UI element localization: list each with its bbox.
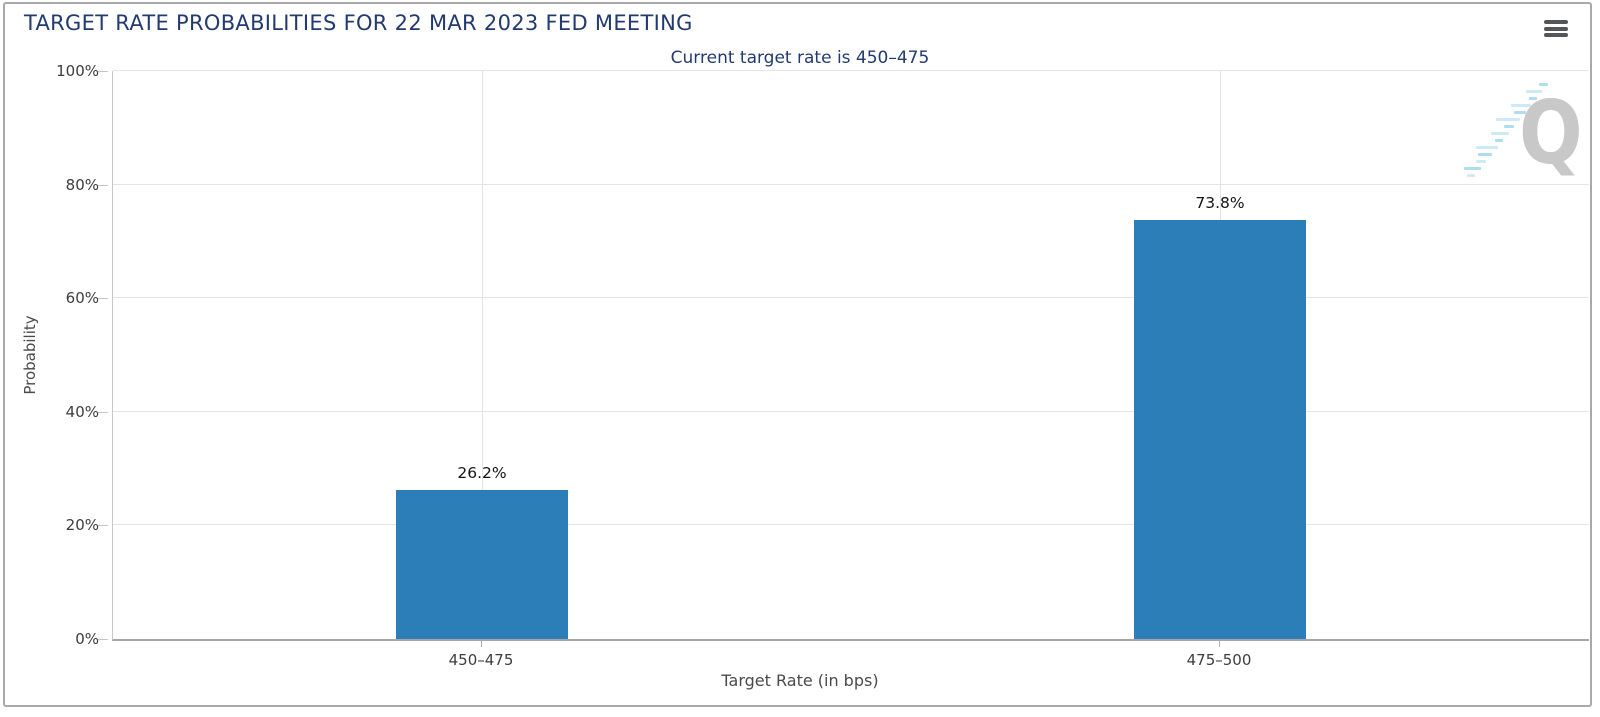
y-tick-label: 100% (56, 62, 99, 80)
chart-title: TARGET RATE PROBABILITIES FOR 22 MAR 202… (24, 11, 693, 35)
x-tick-mark (481, 641, 482, 647)
watermark-dash (1475, 146, 1498, 149)
x-tick-label: 450–475 (448, 651, 514, 669)
watermark-dash (1504, 125, 1515, 128)
watermark-dash (1463, 167, 1481, 170)
y-tick-mark (98, 525, 108, 527)
hamburger-icon (1544, 20, 1570, 37)
gridline-vertical (482, 71, 483, 639)
bar (1134, 219, 1306, 639)
y-tick-mark (98, 639, 108, 640)
y-tick-label: 0% (75, 630, 99, 648)
gridline-horizontal (113, 410, 1589, 412)
x-axis-title: Target Rate (in bps) (721, 671, 879, 690)
x-tick-mark (1219, 641, 1220, 647)
gridline-horizontal (113, 183, 1589, 185)
x-tick-label: 475–500 (1186, 651, 1252, 669)
watermark-dash (1476, 160, 1487, 163)
chart-subtitle: Current target rate is 450–475 (670, 48, 930, 68)
watermark-dash (1496, 118, 1520, 121)
gridline-horizontal (113, 297, 1589, 299)
y-tick-label: 80% (65, 175, 99, 194)
gridline-horizontal (113, 524, 1589, 526)
y-tick-label: 40% (65, 402, 99, 421)
chart-menu-button[interactable] (1544, 20, 1570, 40)
gridline-horizontal (113, 70, 1589, 71)
bar-value-label: 73.8% (1195, 193, 1245, 212)
watermark-dash (1526, 90, 1543, 93)
y-tick-mark (98, 184, 108, 186)
chart-card (3, 2, 1592, 707)
y-axis-title: Probability (21, 315, 39, 395)
y-tick-mark (98, 298, 108, 300)
y-tick-label: 60% (65, 289, 99, 308)
y-tick-mark (98, 411, 108, 413)
watermark-dash (1490, 132, 1509, 135)
watermark-q-letter: Q (1519, 82, 1583, 184)
bar (396, 490, 568, 639)
watermark-dash (1513, 111, 1526, 114)
watermark-dash (1528, 97, 1537, 100)
y-tick-label: 20% (65, 516, 99, 535)
watermark-dash (1478, 153, 1492, 156)
watermark-dash (1495, 139, 1504, 142)
plot-area: 26.2% 73.8% (112, 70, 1589, 641)
watermark-dash (1539, 83, 1548, 86)
bar-value-label: 26.2% (457, 464, 507, 483)
watermark-dash (1511, 104, 1532, 107)
watermark-dash (1467, 174, 1476, 177)
y-tick-mark (98, 71, 108, 72)
